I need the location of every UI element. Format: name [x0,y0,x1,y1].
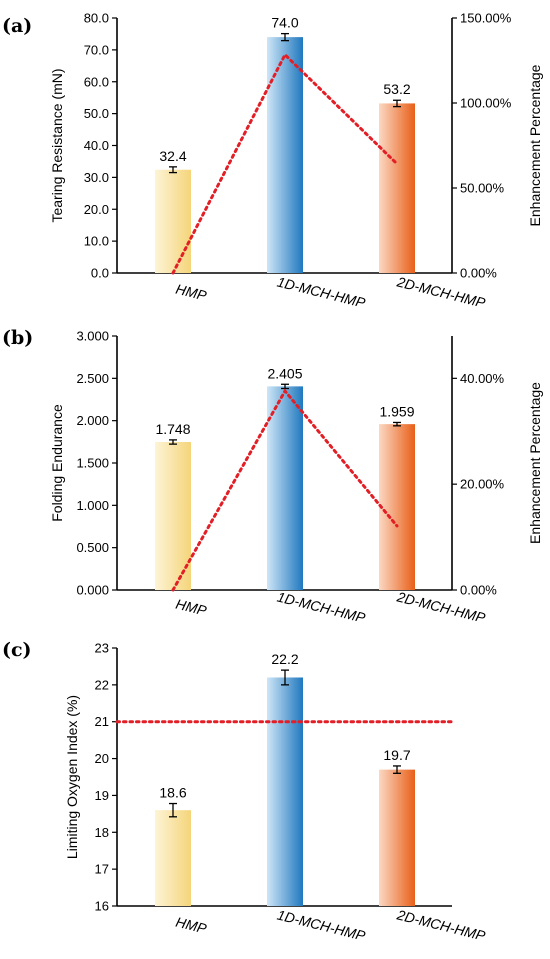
bar-hmp [155,810,191,906]
chart-panel-c: (c) 16 17 18 19 20 21 22 23 Limiting Oxygen Index… [2,639,488,944]
y2-tick-label: 150.00% [460,11,512,26]
y-tick-label: 16 [95,899,109,914]
y-tick-label: 21 [95,714,109,729]
panel-label: (b) [2,327,33,349]
y2-tick-label: 100.00% [460,96,512,111]
y2-axis-title: Enhancement Percentage [527,64,543,226]
y-tick-label: 2.000 [76,413,109,428]
y-tick-label: 0.500 [76,540,109,555]
x-category-label: 1D-MCH-HMP [276,273,368,311]
x-category-label: 1D-MCH-HMP [276,906,368,944]
y-tick-label: 2.500 [76,371,109,386]
y-tick-label: 3.000 [76,329,109,344]
y-tick-label: 23 [95,641,109,656]
y-axis-title: Limiting Oxygen Index (%) [64,695,80,859]
bar-hmp [155,442,191,590]
bar-2d-mch-hmp [379,424,415,590]
y2-tick-label: 40.00% [460,371,505,386]
y-tick-label: 18 [95,825,109,840]
x-category-label: HMP [174,596,209,619]
enhancement-line [171,52,399,275]
y-tick-label: 19 [95,788,109,803]
y-tick-label: 60.0 [84,74,109,89]
bar-2d-mch-hmp [379,769,415,906]
y-tick-label: 20.0 [84,202,109,217]
y-tick-label: 10.0 [84,234,109,249]
bar-2d-mch-hmp [379,103,415,273]
data-label: 18.6 [159,785,186,801]
y2-tick-label: 0.00% [460,583,497,598]
chart-panel-a: (a) 0.0 10.0 20.0 30.0 40.0 50.0 60.0 70.0 80.0 Te… [2,11,543,311]
data-label: 19.7 [383,747,410,763]
y-tick-label: 0.0 [91,266,109,281]
chart-panel-b: (b) 0.000 0.500 1.000 1.500 2.000 2.500 3.000 Fo… [2,327,543,626]
data-label: 74.0 [271,15,298,31]
data-label: 1.959 [379,403,414,419]
bar-1d-mch-hmp [267,37,303,273]
data-label: 2.405 [267,365,302,381]
y-tick-label: 40.0 [84,138,109,153]
x-category-label: HMP [174,914,209,937]
y2-tick-label: 20.00% [460,477,505,492]
y-axis-title: Folding Endurance [49,404,65,522]
bar-1d-mch-hmp [267,677,303,906]
y-tick-label: 20 [95,751,109,766]
y-tick-label: 70.0 [84,42,109,57]
panel-label: (a) [2,15,32,37]
enhancement-line [171,388,399,592]
y2-tick-label: 0.00% [460,266,497,281]
data-label: 53.2 [383,81,410,97]
y-tick-label: 0.000 [76,583,109,598]
y2-axis-title: Enhancement Percentage [527,382,543,544]
y-axis-title: Tearing Resistance (mN) [49,68,65,222]
y-tick-label: 1.000 [76,498,109,513]
bar-1d-mch-hmp [267,386,303,590]
bar-hmp [155,169,191,273]
x-category-label: HMP [174,281,209,304]
data-label: 32.4 [159,148,186,164]
x-category-label: 1D-MCH-HMP [276,588,368,626]
y-tick-label: 22 [95,677,109,692]
x-category-label: 2D-MCH-HMP [395,906,488,944]
data-label: 1.748 [155,421,190,437]
data-label: 22.2 [271,651,298,667]
y-tick-label: 80.0 [84,11,109,26]
y-tick-label: 1.500 [76,456,109,471]
y-tick-label: 30.0 [84,170,109,185]
y-tick-label: 50.0 [84,106,109,121]
y-tick-label: 17 [95,862,109,877]
panel-label: (c) [2,639,32,661]
y2-tick-label: 50.00% [460,181,505,196]
